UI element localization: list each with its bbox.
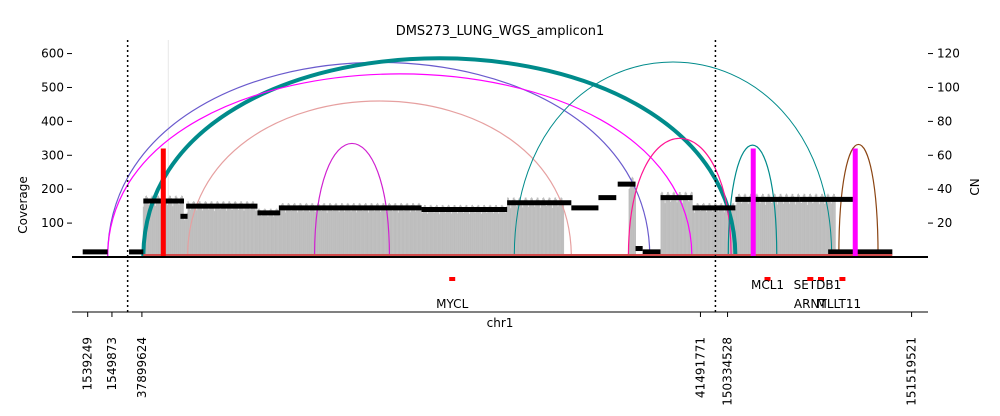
- gene-label: SETDB1: [794, 278, 842, 292]
- breakpoint-arc: [107, 73, 693, 258]
- copy-number-segments: [82, 148, 893, 257]
- y-tick-label-right: 40: [937, 182, 952, 196]
- y-tick-label-left: 400: [41, 114, 64, 128]
- y-tick-label-left: 200: [41, 182, 64, 196]
- x-tick-label: 1539249: [81, 337, 95, 390]
- gene-marker: [839, 277, 846, 281]
- gene-marker: [449, 277, 456, 281]
- coverage-bars: [142, 40, 836, 257]
- gene-label: MCL1: [751, 278, 784, 292]
- y-tick-label-right: 100: [937, 80, 960, 94]
- x-tick-labels: 1539249 1549873 37899624 41491771 150334528 1…: [81, 312, 919, 406]
- x-tick-label: 37899624: [135, 337, 149, 398]
- x-tick-label: 150334528: [721, 337, 735, 406]
- breakpoint-arc: [627, 137, 732, 258]
- x-tick-label: 1549873: [105, 337, 119, 390]
- y-tick-label-left: 500: [41, 80, 64, 94]
- gene-marker: [764, 277, 771, 281]
- chart-title: DMS273_LUNG_WGS_amplicon1: [396, 24, 605, 39]
- y-tick-label-right: 20: [937, 216, 952, 230]
- x-tick-label: 151519521: [905, 337, 919, 406]
- y-tick-label-left: 300: [41, 148, 64, 162]
- y-axis-label-left: Coverage: [16, 176, 30, 234]
- gene-marker: [818, 277, 824, 281]
- y-axis-label-right: CN: [968, 178, 982, 195]
- breakpoint-arc: [186, 100, 572, 258]
- gene-label: MYCL: [436, 297, 468, 311]
- y-tick-label-left: 600: [41, 47, 64, 61]
- breakpoint-arc: [838, 144, 879, 258]
- axes: 100 200 300 400 500 600 20 40 60 80 100 120: [41, 40, 960, 313]
- y-tick-label-right: 60: [937, 148, 952, 162]
- gene-marker: [807, 277, 814, 281]
- breakpoint-arc: [313, 142, 391, 258]
- breakpoint-arcs: [107, 56, 879, 258]
- breakpoint-arc: [513, 61, 833, 258]
- gene-label: MLLT11: [816, 297, 861, 311]
- y-tick-label-right: 120: [937, 47, 960, 61]
- x-tick-label: 41491771: [693, 337, 707, 398]
- y-tick-label-right: 80: [937, 114, 952, 128]
- x-axis-label: chr1: [487, 316, 514, 330]
- y-tick-label-left: 100: [41, 216, 64, 230]
- gene-label: ARNT: [794, 297, 828, 311]
- breakpoint-arc: [141, 56, 738, 258]
